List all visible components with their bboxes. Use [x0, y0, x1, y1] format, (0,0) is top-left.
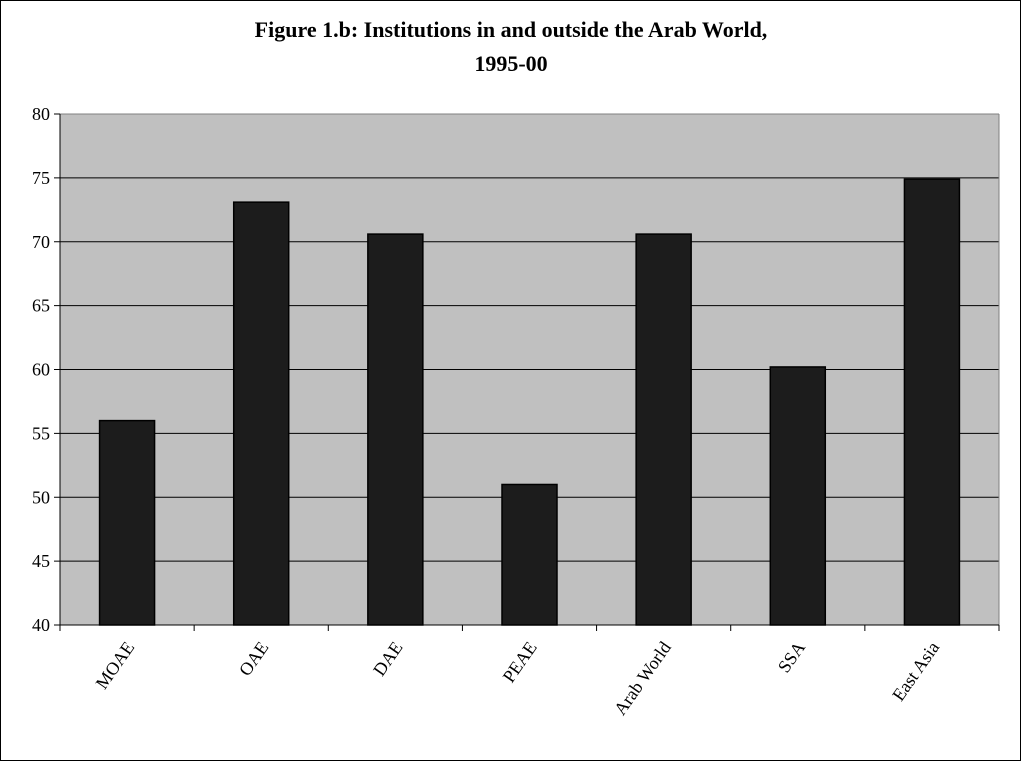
y-tick-labels: 40 45 50 55 60 65 70 75 80: [32, 104, 50, 635]
bar-arab-world: [635, 233, 692, 626]
x-tick-label: PEAE: [499, 638, 541, 686]
x-tick-labels: MOAE OAE DAE PEAE Arab World SSA East Asia: [92, 638, 944, 719]
y-tick-label: 70: [32, 232, 50, 252]
x-tick-label: SSA: [774, 638, 809, 677]
chart-title-line-2: 1995-00: [474, 51, 547, 76]
chart-title-line-1: Figure 1.b: Institutions in and outside …: [255, 17, 768, 42]
bar-oae: [232, 201, 290, 626]
y-tick-label: 55: [32, 423, 50, 443]
bar-east-asia: [903, 178, 961, 626]
y-tick-label: 75: [32, 168, 50, 188]
x-tick-label: MOAE: [92, 638, 139, 693]
y-tick-label: 40: [32, 615, 50, 635]
bar-dae: [367, 233, 424, 626]
y-tick-label: 80: [32, 104, 50, 124]
bar-ssa: [769, 366, 827, 626]
y-tick-label: 45: [32, 551, 50, 571]
bar-moae: [98, 419, 156, 626]
y-tick-label: 60: [32, 360, 50, 380]
bars: [98, 178, 961, 626]
x-tick-label: DAE: [369, 638, 407, 680]
bar-peae: [501, 483, 558, 626]
y-tick-label: 50: [32, 487, 50, 507]
x-tick-label: Arab World: [610, 638, 675, 719]
axes: [54, 113, 1000, 631]
y-tick-label: 65: [32, 296, 50, 316]
x-tick-label: East Asia: [888, 638, 943, 705]
x-tick-label: OAE: [235, 638, 273, 680]
